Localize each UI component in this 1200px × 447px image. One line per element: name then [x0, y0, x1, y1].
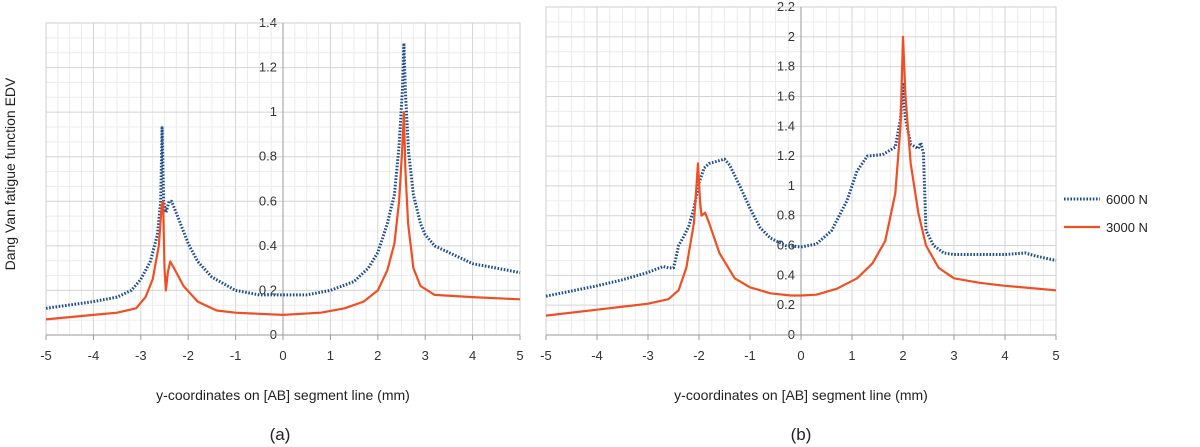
x-tick-label: -5: [40, 348, 52, 363]
x-tick-label: -4: [88, 348, 100, 363]
y-tick-label: 1.8: [777, 59, 795, 74]
x-tick-label: 0: [279, 348, 286, 363]
y-tick-label: 0.8: [777, 208, 795, 223]
series-line-3000-n: [45, 111, 521, 321]
x-tick-label: 2: [374, 348, 381, 363]
panel-caption: (a): [270, 425, 291, 444]
legend-label: 3000 N: [1106, 220, 1148, 235]
x-tick-label: 3: [950, 348, 957, 363]
x-tick-label: 4: [1001, 348, 1008, 363]
chart-panel-a: -5-4-3-2-101234500.20.40.60.811.21.4y-co…: [2, 15, 524, 444]
x-tick-label: -2: [182, 348, 194, 363]
series-line-3000-n: [545, 35, 1057, 317]
y-tick-label: 0.4: [259, 238, 277, 253]
y-tick-label: 0.6: [259, 193, 277, 208]
y-tick-label: 1: [788, 178, 795, 193]
legend: 6000 N 3000 N: [1064, 192, 1148, 235]
legend-label: 6000 N: [1106, 192, 1148, 207]
x-tick-label: -4: [591, 348, 603, 363]
y-tick-label: 1.2: [259, 60, 277, 75]
x-tick-label: -5: [540, 348, 552, 363]
x-tick-label: 1: [848, 348, 855, 363]
y-tick-label: 1: [270, 104, 277, 119]
x-tick-label: 0: [797, 348, 804, 363]
y-axis-title: Dang Van fatigue function EDV: [2, 77, 18, 270]
series-line-6000-n: [545, 83, 1057, 298]
x-tick-label: 4: [469, 348, 476, 363]
y-tick-label: 0.8: [259, 149, 277, 164]
y-tick-label: 2: [788, 29, 795, 44]
x-tick-label: -3: [642, 348, 654, 363]
chart-panel-b: -5-4-3-2-101234500.20.40.60.811.21.41.61…: [540, 0, 1059, 444]
x-tick-label: 1: [327, 348, 334, 363]
y-tick-label: 0.4: [777, 267, 795, 282]
x-tick-label: 5: [1052, 348, 1059, 363]
panel-caption: (b): [791, 425, 812, 444]
series-line-6000-n: [45, 41, 521, 310]
y-tick-label: 1.2: [777, 148, 795, 163]
x-tick-label: -1: [744, 348, 756, 363]
y-tick-label: 1.6: [777, 88, 795, 103]
x-tick-label: -2: [693, 348, 705, 363]
x-tick-label: -3: [135, 348, 147, 363]
y-tick-label: 0.2: [259, 282, 277, 297]
y-tick-label: 0.2: [777, 297, 795, 312]
x-tick-label: -1: [230, 348, 242, 363]
x-axis-title: y-coordinates on [AB] segment line (mm): [674, 387, 928, 403]
y-tick-label: 1.4: [777, 118, 795, 133]
x-axis-title: y-coordinates on [AB] segment line (mm): [156, 387, 410, 403]
x-tick-label: 2: [899, 348, 906, 363]
x-tick-label: 3: [422, 348, 429, 363]
x-tick-label: 5: [516, 348, 523, 363]
